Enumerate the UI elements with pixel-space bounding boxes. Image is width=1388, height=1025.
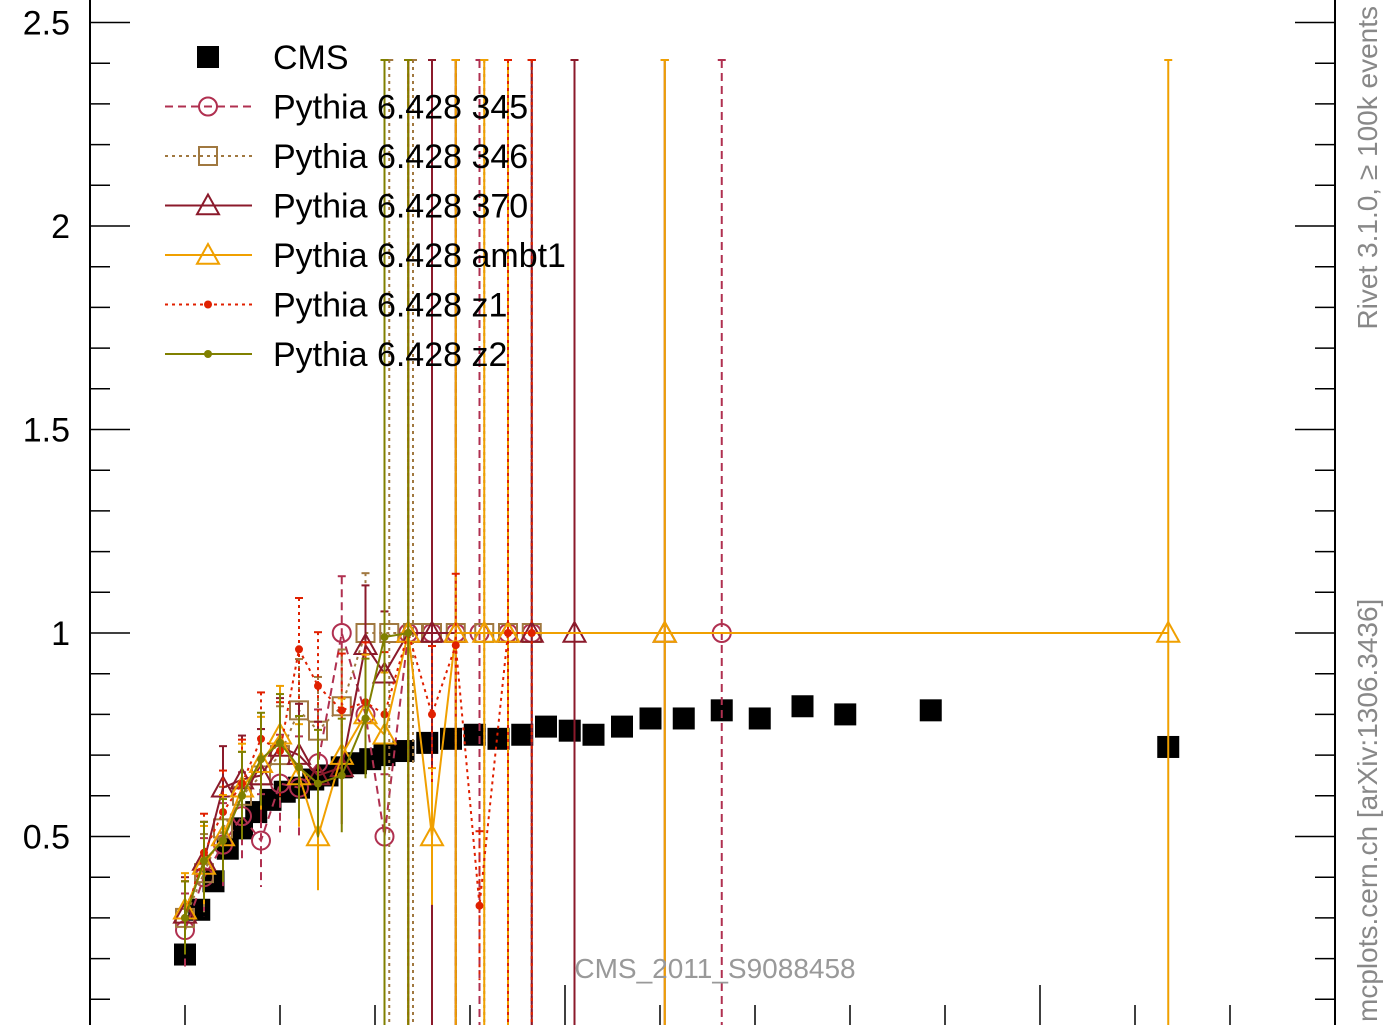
chart-frame xyxy=(89,0,1336,1025)
mc-point xyxy=(198,146,218,166)
y-axis: 0.5 1 1.5 2 2.5 xyxy=(23,5,1335,1025)
cms-point xyxy=(791,695,814,718)
mc-point xyxy=(380,633,389,642)
legend-label: Pythia 6.428 z1 xyxy=(273,287,507,325)
mc-point xyxy=(198,96,218,117)
mc-point xyxy=(471,619,497,643)
analysis-watermark: CMS_2011_S9088458 xyxy=(574,953,855,984)
cms-point xyxy=(748,707,771,730)
cms-point xyxy=(487,727,510,750)
mc-point xyxy=(200,856,208,865)
data-series xyxy=(172,59,1181,1025)
mc-point xyxy=(195,241,221,265)
mc-point xyxy=(305,823,331,847)
cms-point xyxy=(639,707,662,730)
mc-point xyxy=(451,641,460,650)
mc-point xyxy=(527,629,536,637)
cms-point xyxy=(197,46,219,68)
mc-point xyxy=(561,619,588,643)
mc-point xyxy=(1155,619,1181,643)
y-tick-label: 2 xyxy=(51,208,70,246)
mc-point xyxy=(504,629,512,637)
mc-point xyxy=(295,763,303,772)
cms-point xyxy=(919,699,942,722)
y-tick-label: 0.5 xyxy=(23,819,70,857)
mc-point xyxy=(238,791,246,800)
series-6 xyxy=(181,59,413,1025)
cms-point xyxy=(672,707,695,730)
legend-entry: CMS xyxy=(197,39,349,77)
legend-label: Pythia 6.428 345 xyxy=(273,89,528,127)
legend: CMS Pythia 6.428 345 Pythia 6.428 346 Pythi… xyxy=(165,39,566,374)
mc-point xyxy=(337,771,346,780)
y-tick-label: 1 xyxy=(51,615,70,653)
mc-point xyxy=(379,623,400,643)
series-0 xyxy=(174,695,1180,966)
mc-point xyxy=(219,836,227,845)
legend-entry: Pythia 6.428 z1 xyxy=(165,287,507,325)
mc-point xyxy=(204,300,212,309)
mc-point xyxy=(361,714,370,723)
series-line xyxy=(184,632,722,931)
legend-label: CMS xyxy=(273,39,349,77)
y-tick-label: 2.5 xyxy=(23,5,70,43)
mc-point xyxy=(295,645,303,654)
mcplots-source-label: mcplots.cern.ch [arXiv:1306.3436] xyxy=(1352,599,1383,1022)
mc-point xyxy=(204,350,212,358)
rivet-version-label: Rivet 3.1.0, ≥ 100k events xyxy=(1352,6,1383,330)
legend-entry: Pythia 6.428 345 xyxy=(165,89,528,127)
mc-point xyxy=(314,779,322,788)
mc-point xyxy=(195,192,221,216)
mc-point xyxy=(251,830,271,851)
mc-point xyxy=(314,681,322,690)
series-line xyxy=(184,632,409,919)
cms-point xyxy=(535,715,557,738)
mc-point xyxy=(181,913,189,922)
cms-point xyxy=(463,723,486,746)
legend-label: Pythia 6.428 ambt1 xyxy=(273,237,566,275)
cms-point xyxy=(834,703,857,726)
mc-point xyxy=(337,706,346,715)
y-tick-label: 1.5 xyxy=(23,412,70,450)
legend-entry: Pythia 6.428 ambt1 xyxy=(165,237,566,275)
series-line xyxy=(184,629,532,919)
legend-label: Pythia 6.428 370 xyxy=(273,188,528,226)
mc-point xyxy=(419,823,445,847)
cms-point xyxy=(558,719,581,742)
mc-point xyxy=(331,623,352,643)
mc-point xyxy=(428,710,436,719)
legend-label: Pythia 6.428 z2 xyxy=(273,336,507,374)
mc-point xyxy=(419,619,445,643)
legend-label: Pythia 6.428 346 xyxy=(273,138,528,176)
cms-point xyxy=(611,715,633,738)
legend-entry: Pythia 6.428 346 xyxy=(165,138,528,176)
cms-point xyxy=(511,723,534,746)
mc-point xyxy=(257,755,265,764)
cms-point xyxy=(582,723,605,746)
mc-point xyxy=(276,738,284,747)
mc-point xyxy=(652,619,678,643)
mc-point xyxy=(475,901,484,910)
mc-point xyxy=(404,629,413,637)
legend-entry: Pythia 6.428 370 xyxy=(165,188,528,226)
legend-entry: Pythia 6.428 z2 xyxy=(165,336,507,374)
